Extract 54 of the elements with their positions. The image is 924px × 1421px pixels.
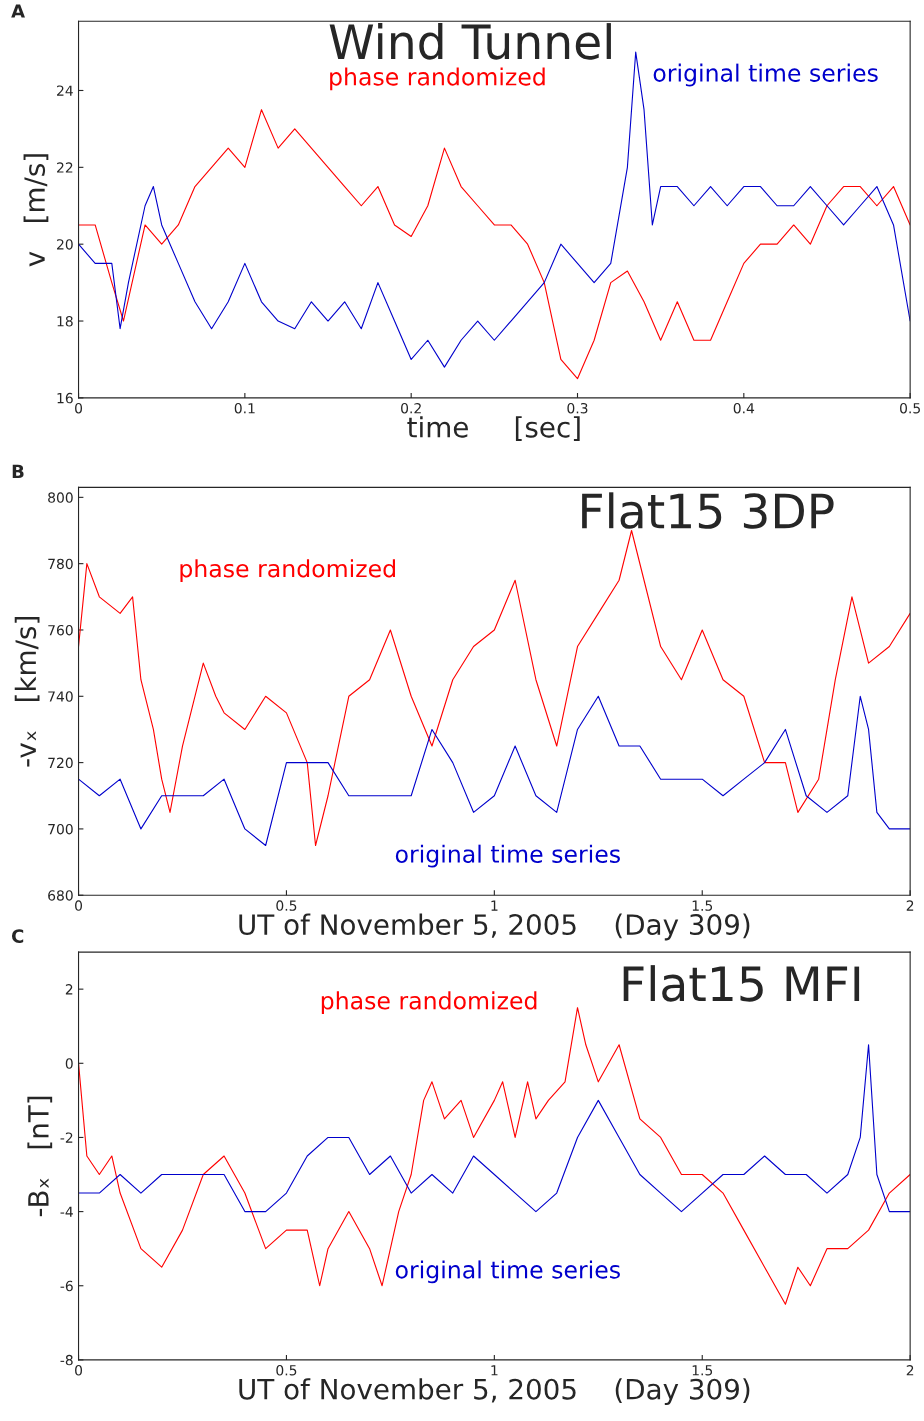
x-axis-title: UT of November 5, 2005 (Day 309) [239, 913, 750, 941]
x-tick-label: 2 [906, 900, 914, 911]
x-tick-label: 2 [906, 1365, 914, 1376]
chart-title: Flat15 MFI [623, 965, 860, 1002]
series-label: phase randomized [321, 991, 537, 1015]
y-tick-label: 780 [48, 558, 73, 570]
x-axis-title: UT of November 5, 2005 (Day 309) [239, 1378, 750, 1406]
x-tick-label: 1 [491, 1365, 498, 1376]
y-tick-label: 760 [48, 624, 73, 636]
text: original time series [395, 1260, 620, 1284]
y-tick-label: -6 [60, 1280, 73, 1292]
y-tick-label: 0 [65, 1058, 73, 1069]
text: original time series [395, 844, 620, 868]
chart-title: Flat15 3DP [582, 492, 834, 529]
text: C [11, 929, 24, 943]
x-tick-label: 0.5 [276, 1365, 297, 1376]
y-tick-label: 800 [48, 492, 73, 503]
x-tick-label: 0.5 [900, 402, 920, 414]
y-tick-label: 22 [57, 162, 73, 173]
y-tick-label: 20 [57, 239, 73, 250]
text: A [11, 4, 25, 18]
series-label: original time series [653, 63, 878, 87]
y-axis-title: -vₓ [km/s] [14, 617, 40, 767]
text: phase randomized [180, 559, 395, 583]
x-tick-label: 0 [75, 402, 83, 414]
x-tick-label: 0 [75, 900, 83, 911]
x-tick-label: 0.1 [234, 402, 255, 414]
y-tick-label: 24 [57, 85, 73, 96]
y-tick-label: 680 [48, 890, 73, 901]
x-tick-label: 0.4 [733, 402, 755, 414]
y-tick-label: -8 [60, 1354, 73, 1366]
x-tick-label: 0.2 [401, 402, 421, 414]
line-series [78, 109, 911, 380]
y-axis-title: v [m/s] [23, 154, 49, 267]
y-tick-label: 720 [48, 757, 73, 769]
y-axis-title: -Bₓ [nT] [27, 1096, 53, 1217]
line-series [78, 1044, 911, 1213]
y-tick-label: 18 [57, 316, 73, 327]
y-tick-label: -4 [60, 1206, 73, 1217]
x-tick-label: 1.5 [692, 1365, 713, 1376]
y-tick-label: -2 [60, 1132, 73, 1143]
text: B [12, 464, 24, 478]
x-tick-label: 0.3 [567, 402, 588, 414]
y-tick-label: 2 [65, 984, 73, 995]
x-tick-label: 0.5 [276, 900, 297, 911]
chart-title: Wind Tunnel [329, 23, 611, 60]
y-tick-label: 16 [57, 392, 73, 404]
y-tick-label: 700 [48, 823, 73, 835]
x-tick-label: 0 [75, 1365, 83, 1376]
x-tick-label: 1.5 [692, 900, 713, 911]
y-tick-label: 740 [48, 691, 73, 702]
x-tick-label: 1 [491, 900, 498, 911]
x-axis-title: time [sec] [407, 416, 580, 441]
text: phase randomized [330, 67, 545, 91]
